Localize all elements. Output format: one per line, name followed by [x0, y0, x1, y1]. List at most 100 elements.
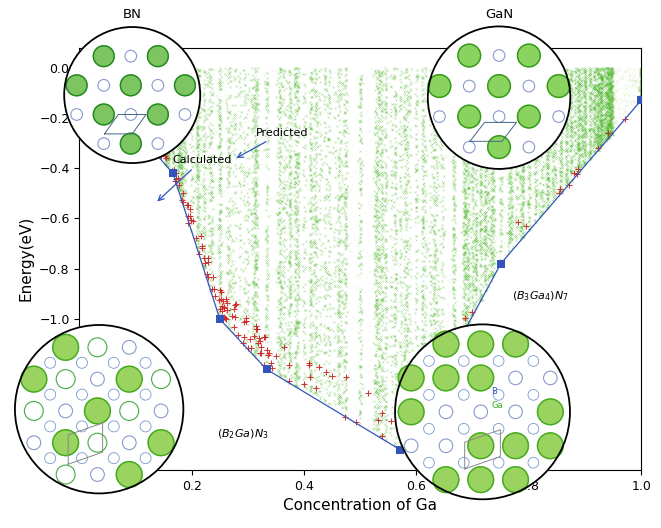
Point: [305, 361, 316, 370]
Point: [403, 100, 413, 109]
Point: [290, 254, 300, 263]
Point: [596, 89, 607, 97]
Point: [371, 278, 382, 286]
Point: [426, 143, 437, 151]
Point: [513, 77, 524, 85]
Point: [312, 118, 323, 126]
Point: [105, 91, 116, 100]
Point: [304, 307, 315, 315]
Point: [543, 177, 553, 185]
Point: [161, 121, 171, 129]
Point: [459, 70, 470, 79]
Point: [215, 169, 225, 177]
Point: [130, 100, 140, 108]
Point: [395, 414, 406, 423]
Point: [150, 86, 161, 94]
Point: [432, 140, 443, 149]
Point: [515, 227, 525, 235]
Point: [130, 121, 141, 129]
Point: [600, 71, 610, 79]
Point: [549, 138, 559, 147]
Point: [391, 274, 401, 282]
Point: [601, 124, 611, 133]
Point: [341, 233, 352, 241]
Point: [475, 166, 486, 174]
Point: [438, 231, 449, 240]
Point: [562, 180, 572, 188]
Point: [153, 87, 164, 95]
Point: [549, 77, 560, 85]
Point: [570, 69, 580, 77]
Point: [603, 76, 613, 84]
Point: [106, 90, 116, 98]
Point: [603, 89, 613, 98]
Point: [468, 196, 479, 204]
Point: [311, 103, 321, 111]
Point: [336, 233, 346, 242]
Point: [141, 76, 151, 84]
Point: [223, 114, 234, 122]
Point: [132, 67, 143, 76]
Point: [224, 167, 235, 175]
Point: [251, 263, 261, 271]
Point: [606, 68, 617, 76]
Point: [134, 93, 145, 101]
Point: [176, 131, 186, 139]
Point: [377, 434, 387, 442]
Point: [395, 310, 406, 319]
Point: [588, 109, 599, 117]
Point: [370, 288, 381, 297]
Point: [531, 112, 541, 120]
Point: [309, 336, 319, 344]
Point: [290, 368, 301, 376]
Point: [386, 167, 397, 175]
Point: [395, 390, 405, 399]
Point: [426, 320, 436, 328]
Point: [430, 184, 441, 192]
Point: [256, 231, 266, 240]
Point: [418, 403, 428, 411]
Point: [603, 115, 614, 124]
Point: [322, 109, 332, 117]
Point: [457, 168, 468, 176]
Point: [605, 78, 615, 87]
Point: [163, 123, 173, 131]
Point: [449, 205, 460, 214]
Point: [299, 380, 309, 388]
Point: [477, 261, 488, 270]
Point: [285, 219, 295, 228]
Point: [104, 86, 115, 95]
Point: [448, 141, 459, 149]
Point: [290, 105, 301, 114]
Point: [432, 201, 443, 210]
Point: [291, 252, 301, 261]
Point: [148, 108, 159, 116]
Point: [274, 361, 284, 369]
Point: [555, 127, 565, 136]
Point: [305, 300, 315, 309]
Point: [116, 65, 127, 73]
Point: [375, 335, 386, 343]
Point: [396, 439, 407, 447]
Point: [207, 177, 217, 185]
Point: [389, 313, 400, 322]
Point: [270, 177, 280, 185]
Point: [603, 135, 613, 143]
Point: [104, 83, 114, 91]
Point: [522, 200, 532, 209]
Point: [236, 265, 247, 273]
Point: [460, 280, 471, 289]
Point: [374, 175, 385, 183]
Point: [381, 305, 391, 313]
Point: [467, 204, 478, 213]
Point: [233, 246, 244, 254]
Point: [556, 168, 566, 177]
Point: [570, 163, 581, 171]
Point: [395, 181, 405, 190]
Point: [284, 252, 295, 260]
Point: [163, 121, 174, 130]
Point: [463, 116, 473, 125]
Point: [373, 202, 383, 211]
Point: [589, 99, 600, 107]
Point: [399, 319, 409, 328]
